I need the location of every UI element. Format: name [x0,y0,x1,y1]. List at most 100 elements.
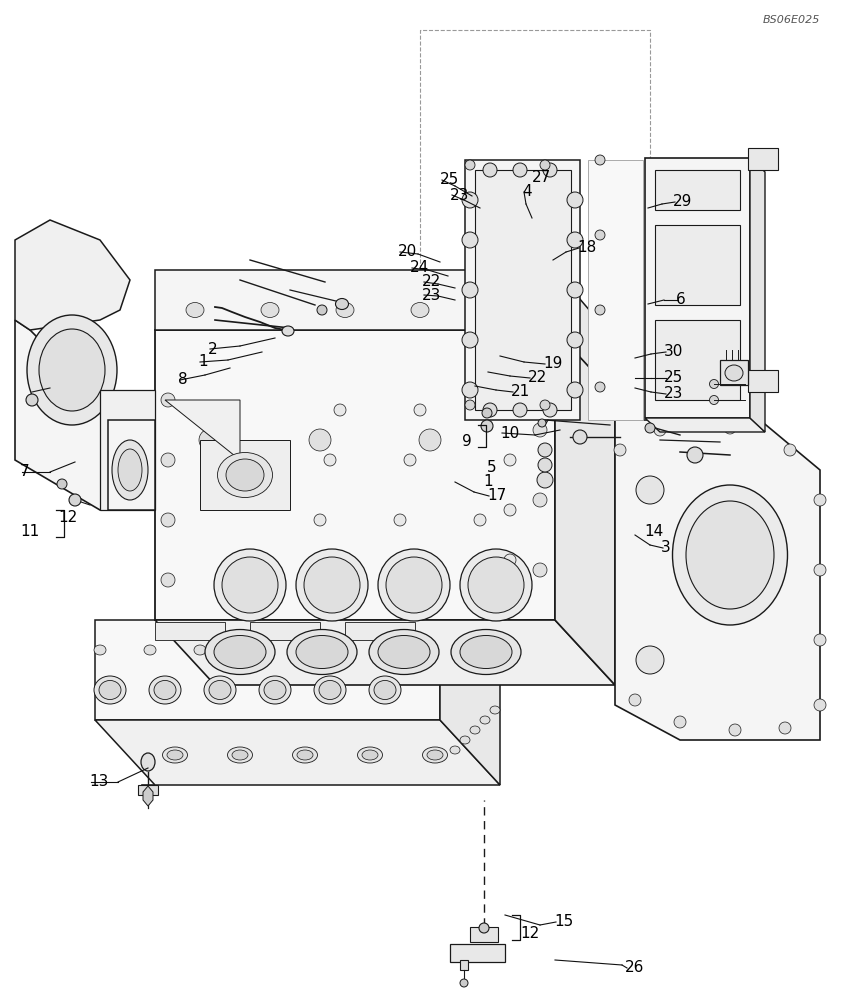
Ellipse shape [636,646,664,674]
Polygon shape [555,330,615,685]
Text: 1: 1 [198,355,208,369]
Ellipse shape [462,282,478,298]
Ellipse shape [636,476,664,504]
Bar [748,148,778,170]
Ellipse shape [369,630,439,674]
Polygon shape [165,400,240,460]
Ellipse shape [26,394,38,406]
Ellipse shape [540,160,550,170]
Ellipse shape [163,747,187,763]
Text: 11: 11 [20,524,39,540]
Ellipse shape [533,563,547,577]
Ellipse shape [39,329,105,411]
Text: 10: 10 [500,426,519,440]
Text: 14: 14 [644,524,663,540]
Ellipse shape [543,403,557,417]
Ellipse shape [324,454,336,466]
Polygon shape [143,786,153,806]
Ellipse shape [629,694,641,706]
Bar [645,158,750,418]
Ellipse shape [480,716,490,724]
Text: 22: 22 [528,370,547,385]
Bar [450,944,505,962]
Ellipse shape [779,722,791,734]
Ellipse shape [537,472,553,488]
Ellipse shape [411,302,429,318]
Bar [748,370,778,392]
Ellipse shape [419,429,441,451]
Ellipse shape [404,454,416,466]
Ellipse shape [226,459,264,491]
Ellipse shape [232,750,248,760]
Ellipse shape [94,676,126,704]
Ellipse shape [513,403,527,417]
Text: 13: 13 [89,774,109,790]
Ellipse shape [462,332,478,348]
Ellipse shape [314,514,326,526]
Ellipse shape [504,554,516,566]
Ellipse shape [814,494,826,506]
Bar [460,960,468,970]
Ellipse shape [309,429,331,451]
Ellipse shape [394,645,406,655]
Ellipse shape [369,676,401,704]
Text: 24: 24 [410,260,429,275]
Ellipse shape [319,680,341,700]
Ellipse shape [674,716,686,728]
Ellipse shape [533,493,547,507]
Ellipse shape [422,747,448,763]
Ellipse shape [483,403,497,417]
Ellipse shape [460,736,470,744]
Ellipse shape [462,192,478,208]
Ellipse shape [317,305,327,315]
Ellipse shape [595,230,605,240]
Ellipse shape [334,404,346,416]
Ellipse shape [414,404,426,416]
Ellipse shape [462,382,478,398]
Ellipse shape [729,724,741,736]
Ellipse shape [344,645,356,655]
Ellipse shape [141,753,155,771]
Ellipse shape [567,332,583,348]
Text: 25: 25 [664,370,683,385]
Ellipse shape [672,485,788,625]
Ellipse shape [296,636,348,668]
Ellipse shape [282,326,294,336]
Ellipse shape [538,458,552,472]
Ellipse shape [479,923,489,933]
Text: 7: 7 [20,464,30,480]
Ellipse shape [686,501,774,609]
Ellipse shape [460,636,512,668]
Text: 21: 21 [511,384,530,399]
Text: 26: 26 [625,960,644,976]
Ellipse shape [336,302,354,318]
Text: 22: 22 [422,274,441,290]
Ellipse shape [297,750,313,760]
Ellipse shape [227,747,253,763]
Ellipse shape [358,747,382,763]
Text: 12: 12 [520,926,539,940]
Polygon shape [108,420,155,510]
Bar [475,170,571,410]
Ellipse shape [538,419,546,427]
Ellipse shape [725,365,743,381]
Bar [588,160,643,420]
Ellipse shape [540,400,550,410]
Bar [345,622,415,640]
Text: 17: 17 [487,488,506,504]
Ellipse shape [222,557,278,613]
Ellipse shape [481,420,493,432]
Ellipse shape [112,440,148,500]
Ellipse shape [567,282,583,298]
Ellipse shape [595,305,605,315]
Ellipse shape [654,424,666,436]
Ellipse shape [167,750,183,760]
Ellipse shape [538,443,552,457]
Text: 2: 2 [208,342,218,357]
Ellipse shape [99,680,121,700]
Text: 8: 8 [178,372,187,387]
Ellipse shape [543,163,557,177]
Ellipse shape [205,630,275,674]
Bar [155,270,555,330]
Ellipse shape [513,163,527,177]
